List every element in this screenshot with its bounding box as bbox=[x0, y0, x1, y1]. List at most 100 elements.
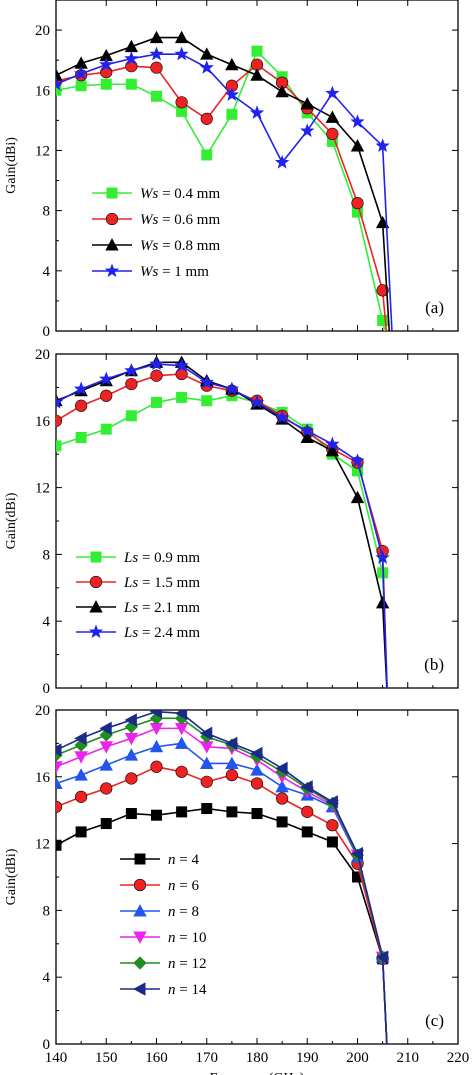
y-tick-label: 20 bbox=[35, 23, 50, 39]
panel-label: (c) bbox=[425, 1011, 444, 1030]
data-point bbox=[56, 84, 62, 96]
data-point bbox=[73, 381, 89, 396]
data-point bbox=[151, 90, 163, 102]
legend-entry: n = 8 bbox=[168, 904, 199, 920]
data-point bbox=[124, 713, 137, 727]
data-point bbox=[274, 154, 290, 169]
data-point bbox=[325, 110, 340, 123]
data-point bbox=[100, 782, 113, 795]
legend: Ls = 0.9 mm Ls = 1.5 mm Ls = 2.1 mm Ls = 2.… bbox=[76, 550, 200, 641]
y-tick-label: 4 bbox=[43, 614, 51, 630]
data-point bbox=[149, 30, 164, 44]
data-point bbox=[224, 87, 240, 101]
legend-entry: Ls = 2.1 mm bbox=[123, 600, 200, 616]
data-point bbox=[250, 777, 264, 790]
data-point bbox=[325, 436, 340, 451]
x-axis-title: Frequency(GHz) bbox=[210, 1071, 305, 1075]
panel-label: (b) bbox=[424, 655, 444, 674]
y-tick-label: 20 bbox=[35, 703, 50, 719]
y-tick-label: 8 bbox=[43, 204, 51, 220]
data-point bbox=[326, 127, 339, 141]
data-point bbox=[350, 139, 365, 152]
data-point bbox=[75, 80, 87, 92]
legend-marker bbox=[88, 624, 104, 639]
data-point bbox=[74, 768, 88, 781]
data-point bbox=[275, 779, 289, 793]
data-point bbox=[150, 61, 163, 74]
data-point bbox=[99, 721, 112, 736]
data-point bbox=[174, 358, 189, 372]
panel-label: (a) bbox=[425, 298, 444, 317]
data-point bbox=[99, 57, 114, 71]
chart-panel-1: 0 4 8 12 16 20 Gain(dBi) (a) Ws = 0.4 mm Ws = 0.6… bbox=[4, 0, 459, 340]
y-tick-label: 20 bbox=[35, 347, 50, 363]
data-point bbox=[100, 423, 112, 435]
y-tick-label: 8 bbox=[43, 903, 51, 919]
data-point bbox=[375, 596, 390, 609]
data-point bbox=[149, 356, 164, 371]
series-line-2 bbox=[56, 373, 388, 688]
data-point bbox=[300, 96, 314, 110]
data-point bbox=[201, 803, 213, 815]
series-line-4 bbox=[56, 53, 393, 331]
x-tick-label: 170 bbox=[196, 1050, 219, 1066]
data-point bbox=[325, 85, 340, 100]
data-point bbox=[301, 826, 313, 838]
data-point bbox=[125, 377, 138, 391]
data-point bbox=[125, 808, 137, 820]
x-tick-label: 190 bbox=[296, 1050, 319, 1066]
legend-entry: n = 10 bbox=[168, 930, 206, 946]
legend-entry: n = 14 bbox=[168, 982, 207, 998]
data-point bbox=[149, 710, 162, 719]
y-tick-label: 4 bbox=[43, 970, 51, 986]
x-tick-label: 150 bbox=[95, 1050, 118, 1066]
data-point bbox=[300, 430, 314, 444]
data-point bbox=[125, 60, 138, 73]
data-point bbox=[75, 790, 88, 803]
y-tick-label: 0 bbox=[43, 1037, 51, 1053]
data-point bbox=[73, 66, 89, 80]
x-tick-label: 220 bbox=[447, 1050, 470, 1066]
data-point bbox=[175, 96, 188, 109]
data-point bbox=[200, 756, 214, 769]
data-point bbox=[56, 776, 63, 789]
data-point bbox=[249, 105, 265, 119]
y-tick-label: 0 bbox=[43, 324, 51, 340]
legend-marker bbox=[133, 931, 147, 944]
data-point bbox=[250, 763, 264, 776]
data-point bbox=[251, 808, 263, 820]
data-point bbox=[100, 389, 113, 402]
legend-entry: Ls = 2.4 mm bbox=[123, 625, 200, 641]
legend: n = 4 n = 6 n = 8 n = 10 n = 12 n = 14 bbox=[120, 852, 207, 998]
data-point bbox=[225, 57, 239, 71]
legend-marker bbox=[134, 853, 146, 865]
data-point bbox=[276, 792, 289, 805]
x-tick-label: 180 bbox=[246, 1050, 269, 1066]
series-lines bbox=[56, 710, 390, 1044]
data-point bbox=[74, 731, 87, 746]
data-point bbox=[225, 736, 238, 751]
data-point bbox=[226, 108, 238, 120]
data-point bbox=[376, 284, 389, 297]
data-point bbox=[201, 149, 213, 161]
legend-marker bbox=[89, 575, 103, 589]
data-point bbox=[176, 391, 188, 403]
data-point bbox=[375, 950, 389, 964]
data-point bbox=[174, 30, 189, 44]
data-point bbox=[275, 84, 289, 98]
legend-marker bbox=[105, 238, 119, 251]
data-point bbox=[56, 800, 63, 813]
y-axis-title: Gain(dBi) bbox=[4, 137, 19, 194]
y-tick-label: 16 bbox=[35, 414, 51, 430]
series-line-2 bbox=[56, 63, 388, 331]
data-point bbox=[175, 765, 188, 778]
data-point bbox=[175, 367, 188, 381]
legend-entry: n = 4 bbox=[168, 852, 199, 868]
legend-entry: Ls = 1.5 mm bbox=[123, 575, 200, 591]
y-axis-title: Gain(dBi) bbox=[4, 848, 19, 905]
data-point bbox=[224, 381, 240, 396]
data-point bbox=[300, 780, 313, 794]
legend-marker bbox=[90, 551, 102, 563]
data-point bbox=[350, 114, 365, 128]
series-line-3 bbox=[56, 361, 388, 688]
